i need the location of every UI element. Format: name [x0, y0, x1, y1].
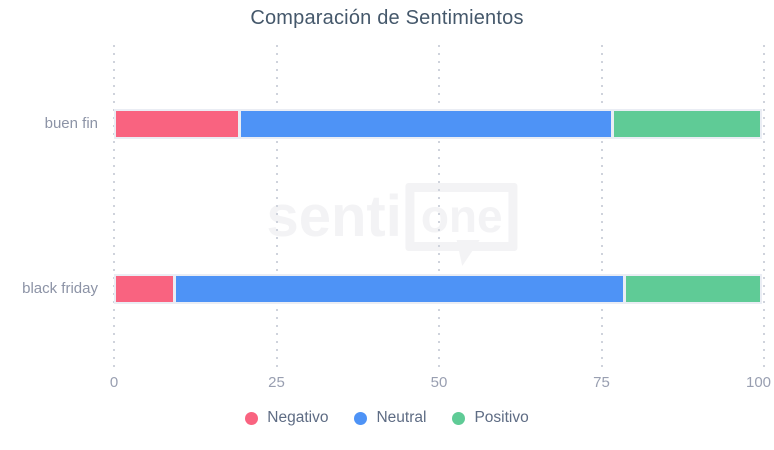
category-label-buen-fin: buen fin — [44, 115, 98, 132]
x-tick-label-100: 100 — [745, 374, 772, 391]
chart-title: Comparación de Sentimientos — [250, 7, 524, 29]
legend: Negativo Neutral Positivo — [0, 409, 774, 427]
x-tick-label-0: 0 — [109, 374, 119, 391]
legend-label-neutral: Neutral — [376, 409, 427, 426]
bar-segment-positivo-buen-fin[interactable] — [612, 109, 762, 139]
legend-label-negativo: Negativo — [267, 409, 329, 426]
gridline-x-25 — [275, 45, 278, 373]
legend-dot-neutral-icon — [354, 411, 368, 425]
legend-item-neutral[interactable]: Neutral — [354, 409, 426, 427]
bar-segment-negativo-black-friday[interactable] — [114, 274, 176, 304]
gridline-x-0 — [113, 45, 115, 373]
x-tick-label-25: 25 — [268, 374, 285, 391]
bar-segment-neutral-buen-fin[interactable] — [239, 109, 614, 139]
bar-segment-neutral-black-friday[interactable] — [174, 274, 626, 304]
gridline-x-75 — [600, 45, 603, 373]
watermark-text-senti: senti — [266, 184, 402, 250]
gridline-x-100 — [763, 45, 765, 373]
legend-dot-positivo-icon — [452, 411, 466, 425]
bar-segment-positivo-black-friday[interactable] — [624, 274, 762, 304]
legend-item-positivo[interactable]: Positivo — [452, 409, 529, 427]
bar-buen-fin — [114, 109, 764, 139]
legend-dot-negativo-icon — [245, 411, 259, 425]
bar-black-friday — [114, 274, 764, 304]
watermark-speech-bubble-icon: one — [405, 183, 518, 267]
bar-segment-negativo-buen-fin[interactable] — [114, 109, 241, 139]
x-tick-label-75: 75 — [593, 374, 610, 391]
legend-item-negativo[interactable]: Negativo — [245, 409, 328, 427]
x-tick-label-50: 50 — [430, 374, 448, 391]
plot-area — [113, 45, 765, 373]
sentione-watermark: senti one — [266, 183, 518, 267]
legend-label-positivo: Positivo — [474, 409, 529, 426]
gridline-x-50 — [438, 45, 440, 373]
category-label-black-friday: black friday — [22, 280, 98, 297]
watermark-text-one: one — [420, 190, 503, 242]
